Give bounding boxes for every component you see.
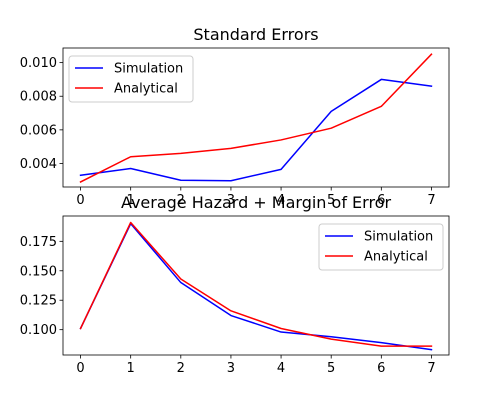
series-line-analytical: [79, 53, 433, 183]
y-tick-label: 0.004: [20, 157, 57, 172]
x-tick-label: 1: [127, 361, 135, 376]
x-tick-label: 5: [327, 193, 335, 208]
chart-title: Standard Errors: [193, 25, 318, 44]
x-tick-label: 5: [327, 361, 335, 376]
y-tick-label: 0.150: [20, 264, 57, 279]
legend: Simulation Analytical: [68, 55, 194, 103]
y-tick-label: 0.175: [20, 235, 57, 250]
x-tick-label: 1: [127, 193, 135, 208]
axes-frame: [62, 47, 450, 188]
x-tick-label: 4: [277, 361, 285, 376]
y-tick-label: 0.010: [20, 56, 57, 71]
legend: Simulation Analytical: [318, 223, 444, 271]
x-tick-label: 4: [277, 193, 285, 208]
series-line-simulation: [79, 78, 433, 182]
series-line-simulation: [79, 222, 433, 351]
x-tick-label: 3: [227, 193, 235, 208]
legend-label-simulation: Simulation: [114, 62, 183, 77]
x-tick-label: 7: [427, 361, 435, 376]
x-tick-label: 2: [177, 193, 185, 208]
x-tick-label: 0: [76, 361, 84, 376]
y-tick-label: 0.125: [20, 294, 57, 309]
chart-title: Average Hazard + Margin of Error: [121, 193, 392, 212]
x-tick-label: 0: [76, 193, 84, 208]
y-tick-label: 0.008: [20, 90, 57, 105]
x-tick-label: 2: [177, 361, 185, 376]
y-tick-label: 0.100: [20, 323, 57, 338]
legend-label-analytical: Analytical: [364, 250, 428, 265]
x-tick-label: 6: [377, 361, 385, 376]
x-tick-label: 6: [377, 193, 385, 208]
x-tick-label: 7: [427, 193, 435, 208]
legend-label-simulation: Simulation: [364, 230, 433, 245]
legend-label-analytical: Analytical: [114, 82, 178, 97]
x-tick-label: 3: [227, 361, 235, 376]
axes-frame: [62, 215, 450, 356]
y-tick-label: 0.006: [20, 123, 57, 138]
series-line-analytical: [79, 221, 433, 347]
chart-average-hazard: 0 1 2 3 4 5 6 7 0.100 0.125 0.150 0.175 Average Haza…: [20, 193, 450, 376]
chart-standard-errors: 0 1 2 3 4 5 6 7 0.004 0.006 0.008 0.010 Standard Err…: [20, 25, 450, 208]
